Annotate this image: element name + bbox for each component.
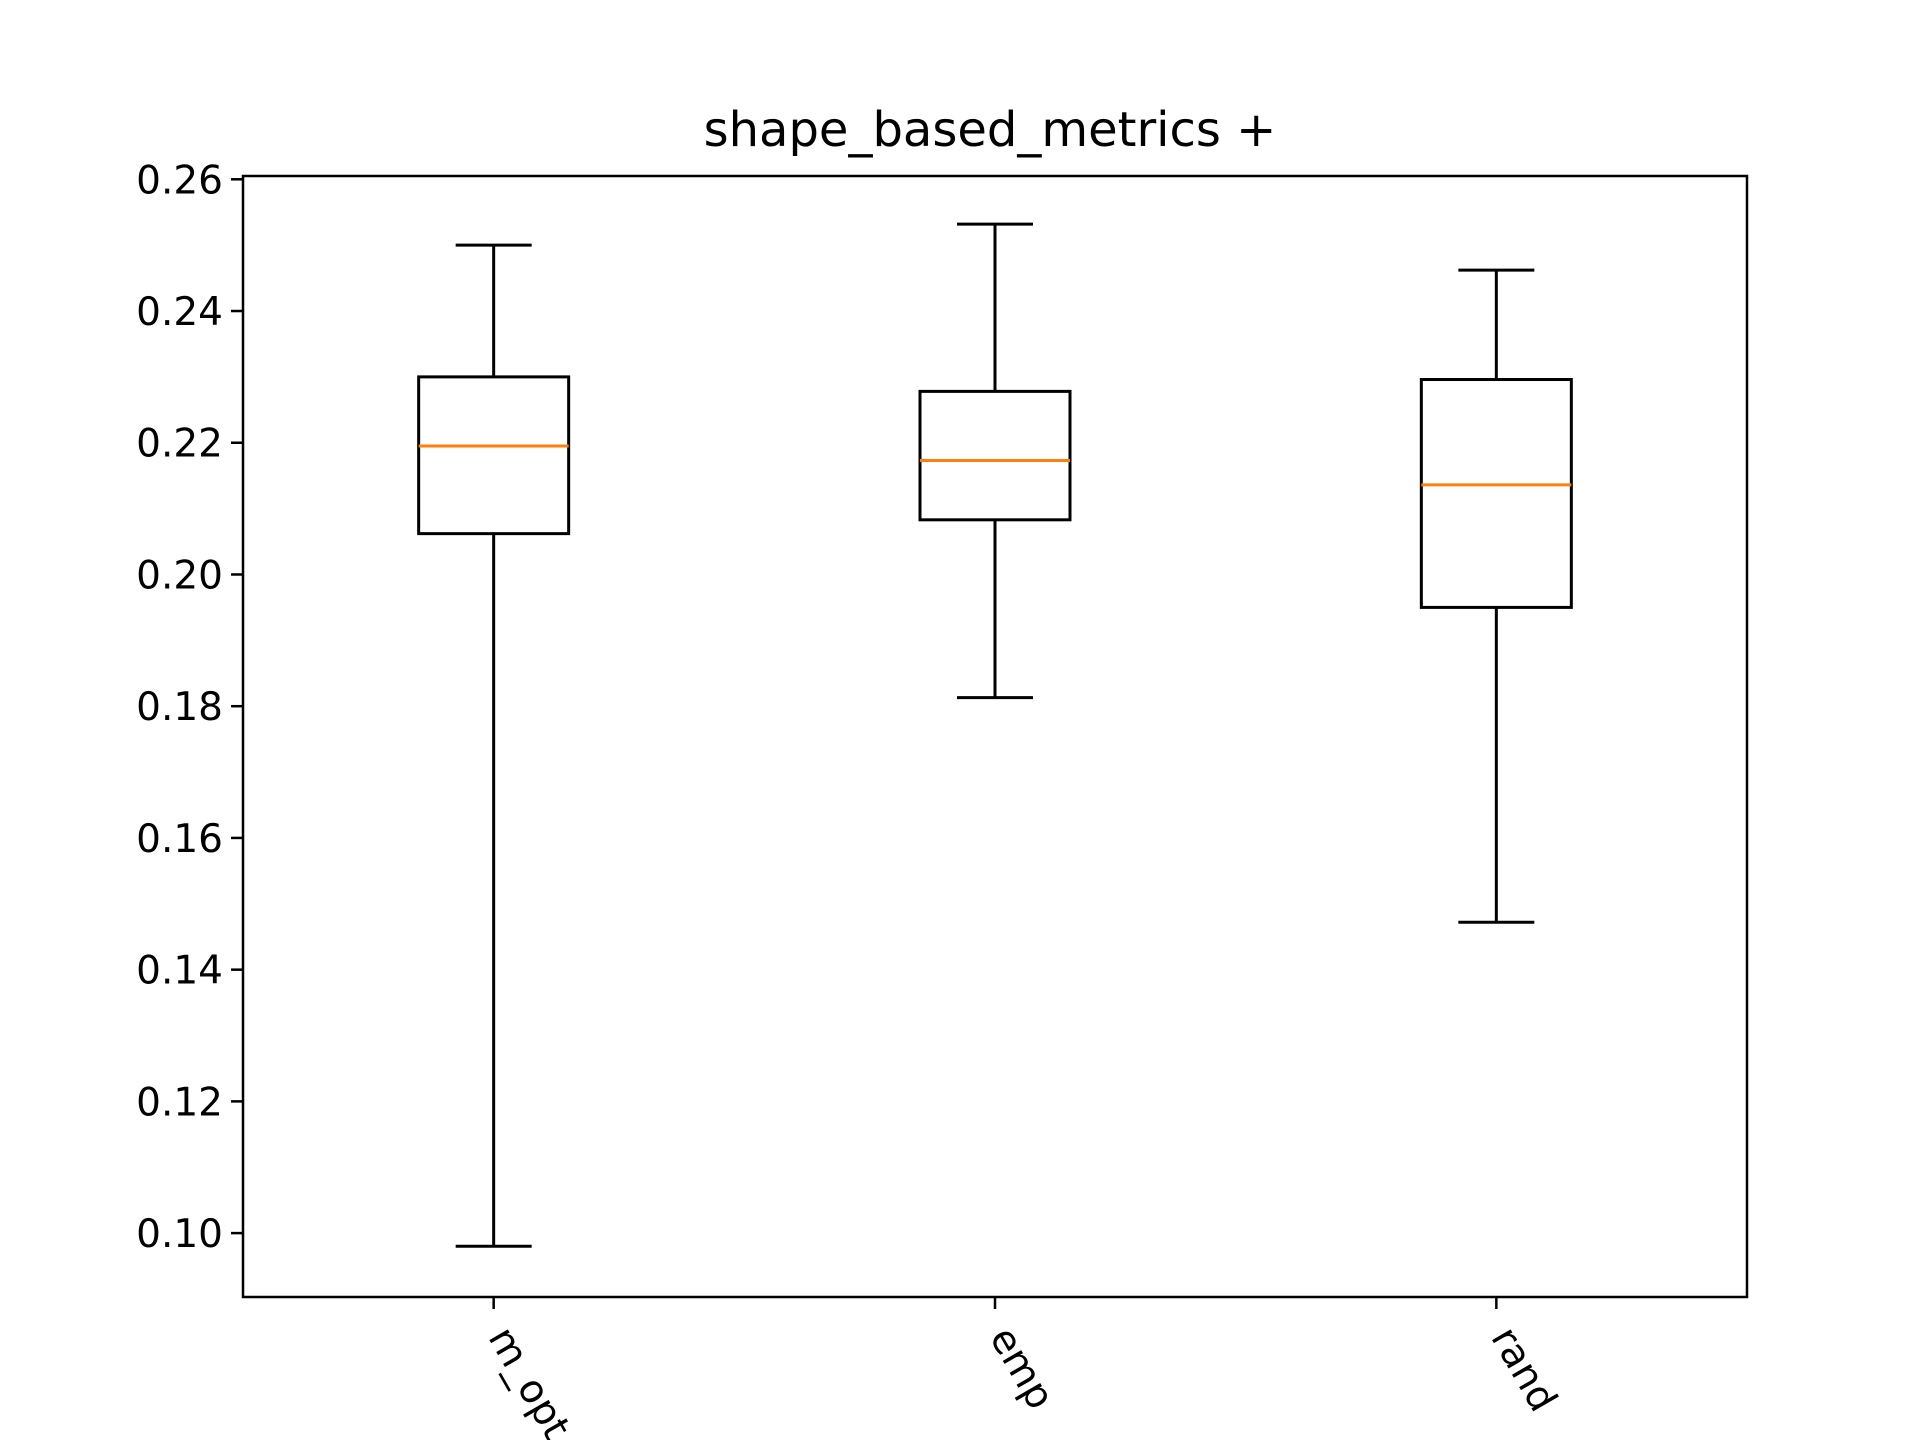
y-tick-label: 0.16 — [136, 817, 223, 862]
y-tick-label: 0.12 — [136, 1080, 223, 1125]
y-tick-label: 0.14 — [136, 949, 223, 994]
y-axis: 0.10 0.12 0.14 0.16 0.18 0.20 0.22 0.24 0.26 — [136, 158, 243, 1257]
y-tick-label: 0.20 — [136, 553, 223, 598]
box-rand — [1419, 268, 1573, 924]
y-tick-label: 0.24 — [136, 290, 223, 335]
iqr-box — [417, 375, 571, 536]
plot-area-frame — [241, 174, 1749, 1299]
box-emp — [918, 222, 1072, 700]
box-m-opt — [417, 243, 571, 1248]
y-tick-label: 0.26 — [136, 158, 223, 203]
y-tick-label: 0.22 — [136, 422, 223, 467]
y-tick-label: 0.10 — [136, 1212, 223, 1257]
chart-title: shape_based_metrics + — [704, 102, 1277, 158]
x-tick-label-emp: emp — [980, 1320, 1062, 1418]
iqr-box — [918, 389, 1072, 522]
x-axis: m_opt emp rand — [479, 1297, 1565, 1440]
x-tick-label-m-opt: m_opt — [479, 1320, 579, 1440]
y-tick-label: 0.18 — [136, 685, 223, 730]
box-series — [417, 222, 1573, 1248]
iqr-box — [1419, 378, 1573, 609]
x-tick-label-rand: rand — [1482, 1320, 1566, 1420]
